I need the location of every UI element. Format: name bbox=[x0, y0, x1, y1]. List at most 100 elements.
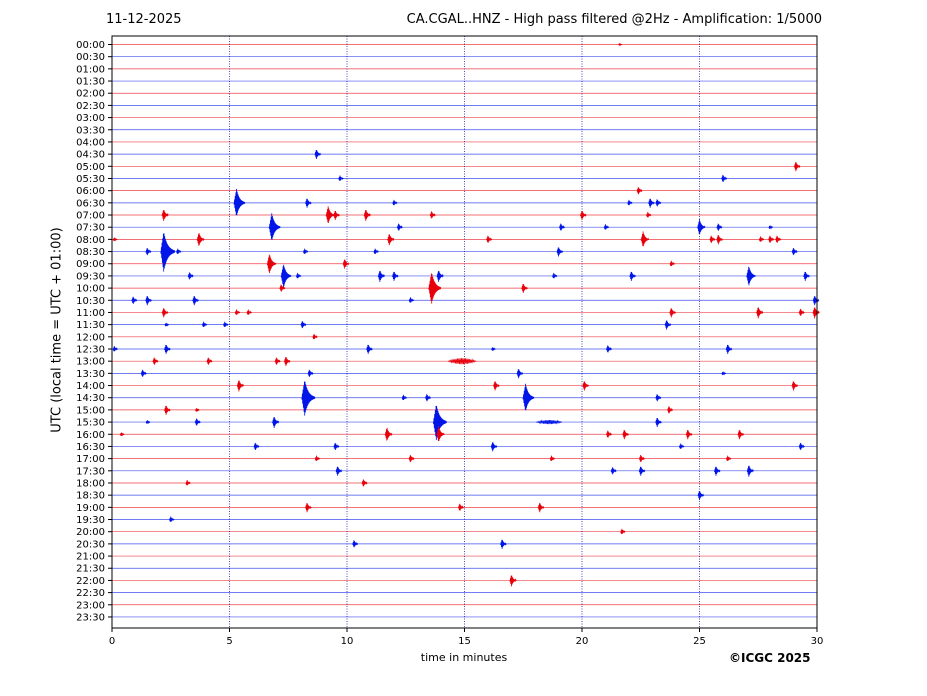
event-1600-114 bbox=[622, 430, 629, 440]
event-0730-21 bbox=[558, 223, 565, 231]
y-tick-label-1530: 15:30 bbox=[76, 418, 105, 429]
event-1500-103 bbox=[667, 406, 674, 414]
x-tick-label-15: 15 bbox=[458, 636, 471, 647]
y-tick-label-1130: 11:30 bbox=[76, 320, 105, 331]
event-1900-135 bbox=[305, 503, 312, 513]
event-1200-76 bbox=[312, 333, 318, 340]
event-1100-68 bbox=[756, 307, 764, 319]
y-tick-label-0800: 08:00 bbox=[76, 235, 105, 246]
event-1430-99 bbox=[522, 383, 535, 411]
event-1730-127 bbox=[335, 466, 343, 476]
event-0900-44 bbox=[342, 259, 350, 269]
event-1600-116 bbox=[737, 430, 745, 440]
event-0800-29 bbox=[486, 235, 493, 243]
event-0830-37 bbox=[160, 233, 176, 272]
y-tick-label-1400: 14:00 bbox=[76, 381, 105, 392]
y-tick-label-0000: 00:00 bbox=[76, 40, 105, 51]
y-tick-label-0200: 02:00 bbox=[76, 89, 105, 100]
event-0700-14 bbox=[333, 210, 340, 220]
event-1730-130 bbox=[713, 466, 721, 476]
event-0930-46 bbox=[187, 272, 194, 280]
event-1330-91 bbox=[721, 371, 727, 376]
event-1000-56 bbox=[279, 284, 286, 292]
y-tick-label-1630: 16:30 bbox=[76, 442, 105, 453]
event-0800-33 bbox=[758, 236, 765, 242]
y-tick-label-0030: 00:30 bbox=[76, 52, 105, 63]
y-tick-label-1900: 19:00 bbox=[76, 503, 105, 514]
event-0800-30 bbox=[640, 231, 650, 247]
y-tick-label-1200: 12:00 bbox=[76, 332, 105, 343]
event-0630-6 bbox=[233, 188, 246, 216]
y-tick-label-2130: 21:30 bbox=[76, 564, 105, 575]
event-1330-89 bbox=[307, 369, 314, 377]
event-0630-11 bbox=[655, 199, 662, 207]
event-0730-19 bbox=[268, 213, 281, 240]
event-1630-120 bbox=[678, 443, 685, 449]
y-tick-label-1300: 13:00 bbox=[76, 357, 105, 368]
y-tick-label-1730: 17:30 bbox=[76, 466, 105, 477]
event-1100-67 bbox=[669, 308, 676, 318]
event-1130-71 bbox=[164, 322, 170, 327]
y-tick-label-1700: 17:00 bbox=[76, 454, 105, 465]
plot-title: CA.CGAL..HNZ - High pass filtered @2Hz -… bbox=[406, 12, 822, 27]
event-0930-53 bbox=[629, 271, 636, 281]
event-0630-8 bbox=[392, 199, 398, 206]
event-1130-74 bbox=[300, 321, 307, 329]
event-1800-133 bbox=[361, 479, 368, 487]
event-0430-1 bbox=[314, 150, 322, 160]
event-1900-136 bbox=[457, 503, 464, 511]
y-tick-label-0730: 07:30 bbox=[76, 223, 105, 234]
event-1530-104 bbox=[145, 420, 151, 425]
event-0630-10 bbox=[648, 198, 655, 208]
y-tick-label-2300: 23:00 bbox=[76, 600, 105, 611]
y-tick-label-0130: 01:30 bbox=[76, 77, 105, 88]
event-1300-87 bbox=[447, 358, 477, 365]
event-1530-106 bbox=[272, 417, 280, 428]
event-1100-70 bbox=[812, 307, 820, 319]
y-tick-label-0830: 08:30 bbox=[76, 247, 105, 258]
event-1130-72 bbox=[201, 321, 208, 327]
event-0930-49 bbox=[377, 270, 385, 282]
y-tick-label-1800: 18:00 bbox=[76, 478, 105, 489]
event-1100-69 bbox=[798, 308, 805, 317]
event-0700-18 bbox=[646, 212, 652, 218]
y-tick-label-0530: 05:30 bbox=[76, 174, 105, 185]
y-tick-label-0230: 02:30 bbox=[76, 101, 105, 112]
event-0900-43 bbox=[266, 254, 277, 274]
y-tick-label-1600: 16:00 bbox=[76, 430, 105, 441]
event-0500-2 bbox=[793, 162, 801, 172]
event-1700-125 bbox=[638, 455, 645, 463]
event-1030-60 bbox=[145, 296, 152, 306]
y-tick-label-1830: 18:30 bbox=[76, 491, 105, 502]
event-0830-40 bbox=[373, 248, 379, 254]
event-1630-121 bbox=[798, 442, 805, 450]
y-tick-label-0900: 09:00 bbox=[76, 259, 105, 270]
y-tick-label-0400: 04:00 bbox=[76, 137, 105, 148]
event-0830-41 bbox=[556, 247, 564, 257]
x-tick-label-0: 0 bbox=[109, 636, 115, 647]
y-tick-label-0500: 05:00 bbox=[76, 162, 105, 173]
event-0800-31 bbox=[709, 235, 716, 243]
event-0730-22 bbox=[603, 224, 610, 230]
event-1600-111 bbox=[384, 427, 393, 441]
event-2200-142 bbox=[509, 575, 517, 587]
event-0930-50 bbox=[392, 271, 399, 281]
event-1230-79 bbox=[366, 344, 373, 354]
event-1400-95 bbox=[791, 381, 799, 391]
event-2030-140 bbox=[352, 540, 359, 548]
event-1230-82 bbox=[725, 344, 733, 354]
event-1230-81 bbox=[605, 345, 612, 353]
x-tick-label-20: 20 bbox=[576, 636, 589, 647]
event-0800-35 bbox=[775, 235, 782, 243]
event-1300-85 bbox=[274, 357, 281, 365]
x-tick-label-5: 5 bbox=[226, 636, 232, 647]
event-1330-90 bbox=[516, 369, 524, 379]
y-tick-label-2030: 20:30 bbox=[76, 539, 105, 550]
event-0730-23 bbox=[697, 219, 706, 234]
event-1430-96 bbox=[301, 381, 316, 416]
event-0800-34 bbox=[768, 235, 775, 243]
event-1900-137 bbox=[537, 503, 545, 513]
y-tick-label-2100: 21:00 bbox=[76, 552, 105, 563]
event-0600-5 bbox=[636, 187, 643, 195]
x-tick-label-25: 25 bbox=[693, 636, 706, 647]
